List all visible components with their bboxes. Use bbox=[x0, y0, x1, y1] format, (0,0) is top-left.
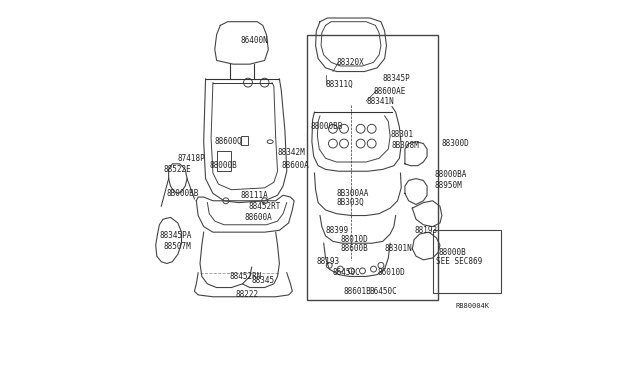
Text: RB80004K: RB80004K bbox=[456, 303, 490, 309]
Text: 88600Q: 88600Q bbox=[215, 137, 243, 146]
Text: 8B000BB: 8B000BB bbox=[167, 189, 199, 198]
Text: 88950M: 88950M bbox=[435, 182, 462, 190]
Text: 88193: 88193 bbox=[414, 226, 437, 235]
Text: 88222: 88222 bbox=[235, 291, 258, 299]
Text: 88507M: 88507M bbox=[163, 243, 191, 251]
Text: 88600A: 88600A bbox=[281, 161, 309, 170]
Text: SEE SEC869: SEE SEC869 bbox=[436, 257, 483, 266]
Text: 88452RT: 88452RT bbox=[248, 202, 280, 211]
Text: 88342M: 88342M bbox=[278, 148, 305, 157]
Text: 88345PA: 88345PA bbox=[159, 231, 192, 240]
Text: 88000B: 88000B bbox=[438, 248, 466, 257]
Text: 88311Q: 88311Q bbox=[326, 80, 353, 89]
Text: 86450C: 86450C bbox=[333, 268, 361, 277]
Text: 88320X: 88320X bbox=[337, 58, 364, 67]
Text: 88345P: 88345P bbox=[383, 74, 410, 83]
Text: 88522E: 88522E bbox=[163, 165, 191, 174]
Text: 86010D: 86010D bbox=[377, 268, 405, 277]
Text: 88300D: 88300D bbox=[442, 139, 470, 148]
Text: 86400N: 86400N bbox=[241, 36, 268, 45]
Text: 8B303Q: 8B303Q bbox=[337, 198, 364, 207]
Text: 88600A: 88600A bbox=[244, 213, 272, 222]
Text: 88399: 88399 bbox=[326, 226, 349, 235]
Text: 88301: 88301 bbox=[390, 130, 413, 139]
Text: 88000BA: 88000BA bbox=[435, 170, 467, 179]
Text: 87418P: 87418P bbox=[178, 154, 205, 163]
Text: 88341N: 88341N bbox=[366, 97, 394, 106]
Text: B6450C: B6450C bbox=[370, 287, 397, 296]
Text: 88601B: 88601B bbox=[344, 287, 372, 296]
Text: 8B300AA: 8B300AA bbox=[337, 189, 369, 198]
Text: 88111A: 88111A bbox=[241, 191, 268, 200]
Text: 88000BB: 88000BB bbox=[311, 122, 343, 131]
Text: 88193: 88193 bbox=[316, 257, 339, 266]
Text: 88452RN: 88452RN bbox=[230, 272, 262, 281]
Text: 88600B: 88600B bbox=[340, 244, 368, 253]
Text: 88600AE: 88600AE bbox=[374, 87, 406, 96]
Text: 8B308M: 8B308M bbox=[392, 141, 420, 150]
Text: 88000B: 88000B bbox=[209, 161, 237, 170]
Text: 88345: 88345 bbox=[252, 276, 275, 285]
Text: 88010D: 88010D bbox=[340, 235, 368, 244]
Text: 88301N: 88301N bbox=[385, 244, 412, 253]
